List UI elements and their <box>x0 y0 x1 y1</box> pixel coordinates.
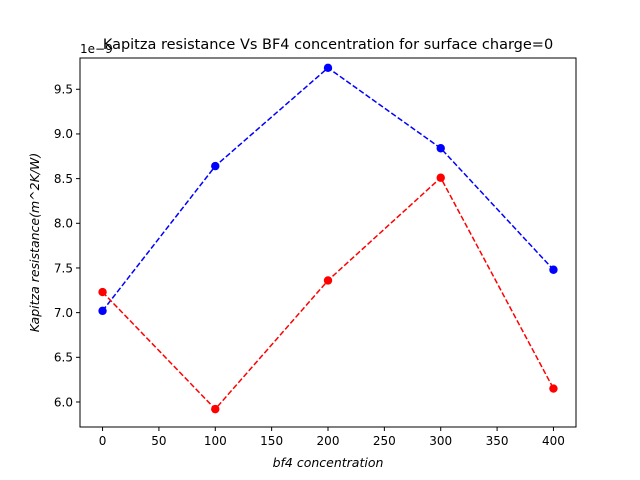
series-layer <box>98 63 558 414</box>
x-tick-label: 300 <box>429 434 452 448</box>
y-tick-label: 7.5 <box>54 261 73 275</box>
y-tick-label: 8.0 <box>54 217 73 231</box>
y-tick-label: 8.5 <box>54 172 73 186</box>
series-2-point <box>98 287 107 297</box>
x-tick-label: 250 <box>373 434 396 448</box>
series-2-point <box>323 276 333 285</box>
y-tick-label: 6.0 <box>54 395 73 409</box>
x-tick-label: 400 <box>542 434 565 448</box>
x-tick-label: 0 <box>99 434 107 448</box>
y-tick-label: 7.0 <box>54 306 73 320</box>
x-tick-label: 100 <box>204 434 227 448</box>
x-axis-ticks: 0 50 100 150 200 250 300 350 400 <box>99 427 565 448</box>
y-axis-ticks: 6.0 6.5 7.0 7.5 8.0 8.5 9.0 9.5 <box>54 83 80 409</box>
series-1-point <box>549 265 558 274</box>
series-1-point <box>323 63 333 73</box>
y-axis-label: Kapitza resistance(m^2K/W) <box>27 153 42 332</box>
series-1-point <box>211 161 220 171</box>
x-tick-label: 150 <box>260 434 283 448</box>
y-tick-label: 9.5 <box>54 83 73 97</box>
y-tick-label: 6.5 <box>54 351 73 365</box>
series-2-point <box>211 404 220 414</box>
series-1-point <box>98 306 107 316</box>
series-2-point <box>436 173 445 182</box>
x-tick-label: 200 <box>317 434 340 448</box>
series-2-point <box>549 384 558 393</box>
y-axis-offset-label: 1e−9 <box>80 42 113 56</box>
series-1-point <box>436 144 445 153</box>
x-tick-label: 350 <box>486 434 509 448</box>
chart-title: Kapitza resistance Vs BF4 concentration … <box>103 37 553 53</box>
y-tick-label: 9.0 <box>54 127 73 141</box>
x-tick-label: 50 <box>151 434 166 448</box>
x-axis-label: bf4 concentration <box>273 455 384 470</box>
